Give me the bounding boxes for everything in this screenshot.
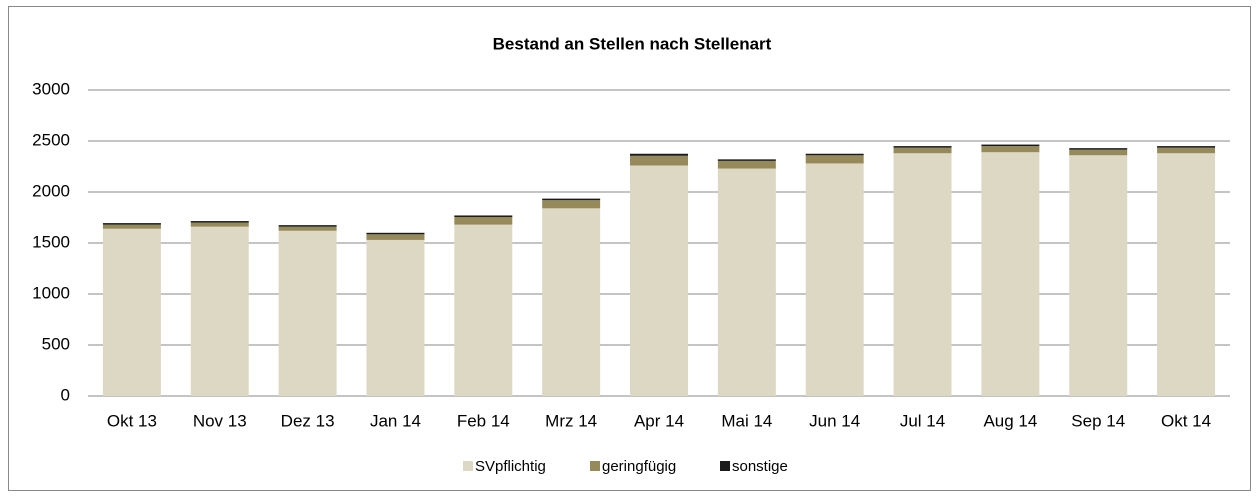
x-tick-label: Nov 13 xyxy=(193,411,247,430)
bar-segment xyxy=(981,144,1040,147)
x-tick-label: Sep 14 xyxy=(1071,411,1125,430)
x-tick-label: Dez 13 xyxy=(281,411,335,430)
bar-segment xyxy=(366,232,425,235)
bar-segment xyxy=(717,159,776,161)
bar-segment xyxy=(366,239,425,396)
bar-segment xyxy=(190,221,249,223)
x-tick-label: Mrz 14 xyxy=(545,411,597,430)
bar-segment xyxy=(805,163,864,396)
bar-segment xyxy=(805,155,864,164)
bar-segment xyxy=(278,225,337,227)
y-tick-label: 1500 xyxy=(32,232,70,251)
x-tick-label: Jun 14 xyxy=(809,411,860,430)
bar-segment xyxy=(190,226,249,396)
bar-segment xyxy=(366,234,425,240)
y-tick-label: 3000 xyxy=(32,79,70,98)
x-tick-label: Aug 14 xyxy=(983,411,1037,430)
bar-segment xyxy=(630,165,688,396)
bar-segment xyxy=(102,228,161,396)
bar-segment xyxy=(542,200,601,209)
y-tick-label: 2000 xyxy=(32,181,70,200)
bar-segment xyxy=(1069,149,1128,156)
bar-segment xyxy=(893,146,952,148)
bar-segment xyxy=(190,222,249,227)
x-tick-label: Feb 14 xyxy=(457,411,510,430)
bar-segment xyxy=(102,224,161,229)
bar-segment xyxy=(630,155,688,166)
bar-segment xyxy=(630,153,688,156)
bar-segment xyxy=(1157,153,1216,396)
bar-segment xyxy=(454,216,513,225)
bar-segment xyxy=(981,152,1040,396)
legend-swatch xyxy=(590,461,600,471)
bar-segment xyxy=(981,146,1040,153)
legend-swatch xyxy=(463,461,473,471)
bar-segment xyxy=(717,160,776,169)
bar-segment xyxy=(542,198,601,201)
chart-title: Bestand an Stellen nach Stellenart xyxy=(493,34,772,53)
bar-segment xyxy=(805,153,864,156)
bar-segment xyxy=(454,224,513,396)
bar-segment xyxy=(893,153,952,396)
x-tick-label: Okt 14 xyxy=(1161,411,1211,430)
bar-segment xyxy=(1069,148,1128,150)
bar-segment xyxy=(1157,146,1216,148)
y-tick-label: 2500 xyxy=(32,130,70,149)
bar-segment xyxy=(542,208,601,396)
x-tick-label: Jul 14 xyxy=(900,411,945,430)
bar-segment xyxy=(102,223,161,225)
bar-segment xyxy=(1157,147,1216,154)
bar-segment xyxy=(717,168,776,396)
y-tick-label: 500 xyxy=(42,334,70,353)
x-tick-label: Apr 14 xyxy=(634,411,684,430)
x-tick-label: Jan 14 xyxy=(370,411,421,430)
bar-segment xyxy=(454,215,513,217)
y-tick-label: 0 xyxy=(61,385,70,404)
bar-segment xyxy=(278,230,337,396)
legend-label: sonstige xyxy=(732,458,788,475)
bar-segment xyxy=(893,147,952,154)
x-tick-label: Mai 14 xyxy=(721,411,772,430)
y-tick-label: 1000 xyxy=(32,283,70,302)
legend-label: SVpflichtig xyxy=(475,458,546,475)
bar-segment xyxy=(1069,155,1128,396)
bar-segment xyxy=(278,226,337,231)
x-tick-label: Okt 13 xyxy=(107,411,157,430)
legend-label: geringfügig xyxy=(602,458,676,475)
legend-swatch xyxy=(720,461,730,471)
